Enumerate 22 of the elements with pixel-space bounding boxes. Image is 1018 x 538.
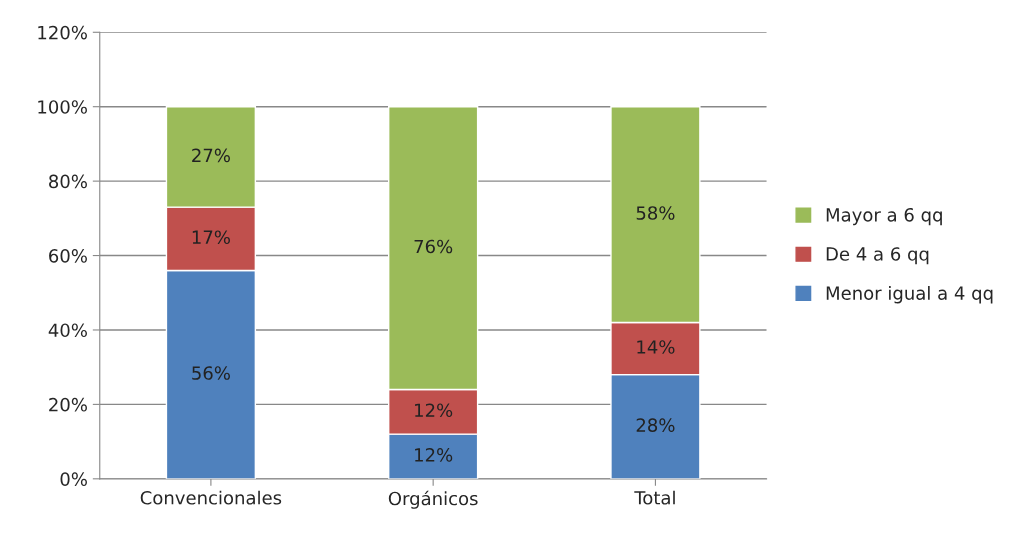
data-label: 58%	[636, 206, 675, 220]
y-tick-label: 100%	[38, 100, 87, 114]
data-label: 12%	[415, 403, 453, 418]
x-tick-label: Convencionales	[140, 490, 282, 505]
data-label: 56%	[192, 366, 230, 380]
y-tick-label: 20%	[49, 397, 87, 412]
y-tick-label: 60%	[49, 249, 87, 263]
legend-label: De 4 a 6 qq	[826, 247, 929, 265]
x-tick-label: Orgánicos	[388, 490, 478, 509]
y-tick-label: 120%	[38, 25, 87, 40]
data-label: 76%	[414, 239, 453, 254]
legend-label: Mayor a 6 qq	[826, 207, 942, 226]
y-tick-label: 40%	[48, 323, 87, 338]
legend-label: Menor igual a 4 qq	[826, 285, 993, 304]
data-label: 14%	[637, 340, 675, 354]
y-tick-label: 0%	[60, 472, 87, 486]
y-tick-label: 80%	[49, 174, 87, 189]
x-tick-label: Total	[634, 490, 675, 505]
data-label: 17%	[192, 230, 230, 245]
data-label: 12%	[415, 448, 453, 462]
data-label: 27%	[192, 148, 230, 163]
data-label: 28%	[636, 418, 675, 432]
